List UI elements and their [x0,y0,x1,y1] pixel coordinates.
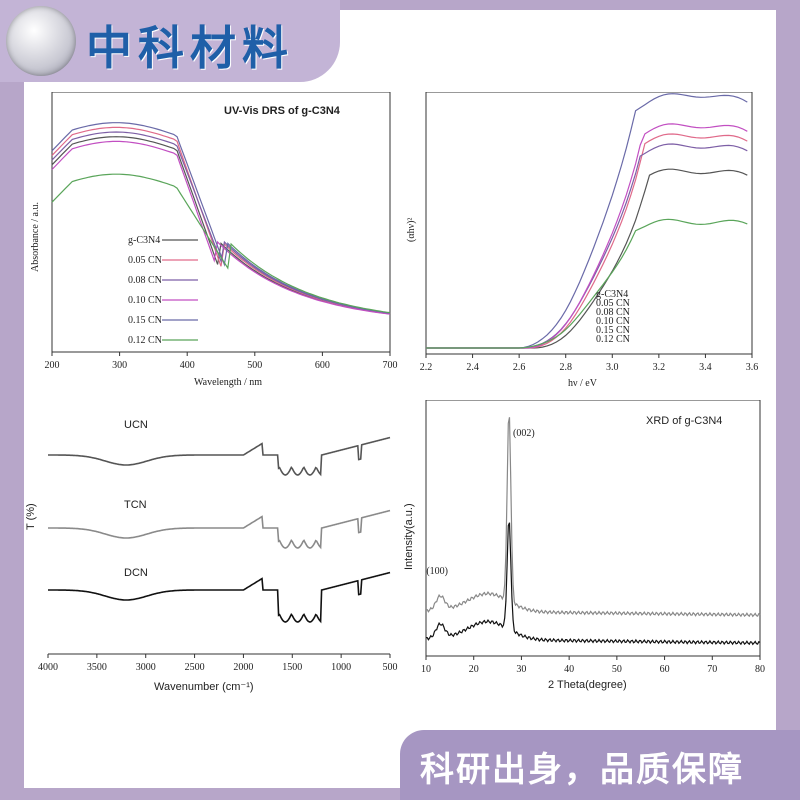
ftir-series-label: TCN [124,499,147,511]
xrd-x-tick-label: 40 [564,664,574,675]
xrd-series-line [426,417,761,618]
tauc-x-tick-label: 3.6 [746,362,759,373]
xrd-title: XRD of g-C3N4 [646,415,722,427]
ftir-series-label: DCN [124,567,148,579]
frame-top [0,0,800,10]
tauc-legend-label: g-C3N4 [596,289,628,300]
uv-vis-legend-label: 0.15 CN [128,315,162,326]
xrd-x-tick-label: 10 [421,664,431,675]
uv-vis-ylabel: Absorbance / a.u. [30,202,41,272]
uv-vis-title: UV-Vis DRS of g-C3N4 [224,105,341,117]
uv-vis-x-tick-label: 400 [180,360,195,371]
uv-vis-legend-label: 0.08 CN [128,275,162,286]
tauc-legend-label: 0.08 CN [596,307,630,318]
footer-slogan: 科研出身，品质保障 [420,750,744,790]
uv-vis-x-tick-label: 500 [247,360,262,371]
xrd-xlabel: 2 Theta(degree) [548,679,627,691]
ftir-x-tick-label: 3500 [87,662,107,673]
xrd-ylabel: Intensity(a.u.) [403,503,415,570]
uv-vis-legend-label: 0.12 CN [128,335,162,346]
uv-vis-legend-label: 0.10 CN [128,295,162,306]
tauc-x-tick-label: 2.6 [513,362,526,373]
tauc-series-line [426,218,748,349]
uv-vis-plot-frame [51,92,391,353]
ftir-series-line [48,436,391,477]
xrd-x-tick-label: 20 [469,664,479,675]
ftir-x-tick-label: 2000 [233,662,253,673]
tauc-legend-label: 0.05 CN [596,298,630,309]
ftir-x-tick-label: 3000 [136,662,156,673]
uv-vis-legend-label: g-C3N4 [128,235,160,246]
uv-vis-series-line [51,140,391,315]
uv-vis-xlabel: Wavelength / nm [194,377,262,388]
uv-vis-series-line [51,122,391,314]
ftir-x-tick-label: 2500 [185,662,205,673]
tauc-xlabel: hν / eV [568,378,598,389]
xrd-x-tick-label: 70 [707,664,717,675]
ftir-x-tick-label: 1000 [331,662,351,673]
ftir-xlabel: Wavenumber (cm⁻¹) [154,681,254,693]
header-band: 中科材料 [0,0,340,82]
brand-logo [6,6,76,76]
tauc-x-tick-label: 3.4 [699,362,712,373]
brand-title: 中科材料 [86,21,294,75]
xrd-peak-label: (002) [513,428,535,439]
ftir-ylabel: T (%) [25,503,37,530]
uv-vis-chart: UV-Vis DRS of g-C3N4 g-C3N4 0.05 CN 0.08 C… [30,92,398,388]
xrd-chart: XRD of g-C3N4 (002) (100) 10 20 30 40 50 60 70 8… [403,400,765,691]
uv-vis-x-tick-label: 600 [315,360,330,371]
xrd-x-tick-label: 50 [612,664,622,675]
xrd-series-line [426,522,761,646]
ftir-x-tick-label: 4000 [38,662,58,673]
ftir-series-line [48,571,391,624]
xrd-plot-frame [425,400,761,657]
tauc-x-tick-label: 3.2 [653,362,666,373]
tauc-x-tick-label: 2.8 [559,362,572,373]
xrd-x-tick-label: 60 [660,664,670,675]
uv-vis-x-tick-label: 300 [112,360,127,371]
frame-left [0,0,24,800]
tauc-legend-label: 0.10 CN [596,316,630,327]
tauc-plot-frame [425,92,753,355]
tauc-legend-label: 0.12 CN [596,334,630,345]
ftir-x-tick-label: 1500 [282,662,302,673]
tauc-x-tick-label: 2.4 [466,362,479,373]
uv-vis-x-tick-label: 700 [383,360,398,371]
uv-vis-series-line [51,173,391,314]
ftir-series-label: UCN [124,419,148,431]
tauc-ylabel: (αhν)² [406,218,417,242]
tauc-legend-label: 0.15 CN [596,325,630,336]
ftir-series-line [48,509,391,550]
xrd-peak-label: (100) [426,566,448,577]
footer-band [400,730,800,800]
uv-vis-legend-label: 0.05 CN [128,255,162,266]
uv-vis-x-tick-label: 200 [45,360,60,371]
ftir-chart: UCN TCN DCN 4000 3500 3000 2500 2000 1500 1000 50… [25,419,398,693]
xrd-x-tick-label: 80 [755,664,765,675]
ftir-x-tick-label: 500 [383,662,398,673]
xrd-x-tick-label: 30 [516,664,526,675]
frame-right [776,0,800,800]
tauc-x-tick-label: 3.0 [606,362,619,373]
tauc-x-tick-label: 2.2 [420,362,433,373]
